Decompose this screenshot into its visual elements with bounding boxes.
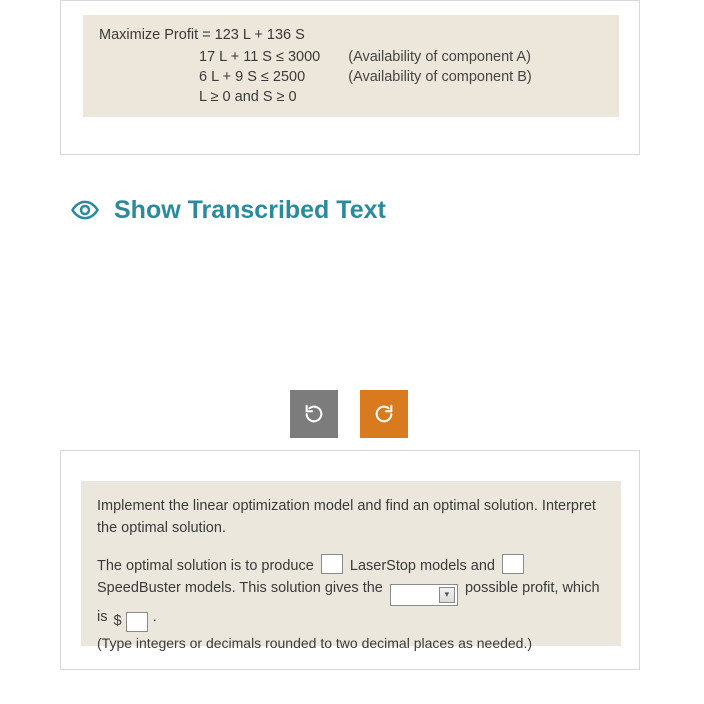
profit-input[interactable] <box>126 612 148 632</box>
currency-symbol: $ <box>114 610 122 632</box>
text-fragment: LaserStop models and <box>350 558 495 574</box>
availability-a: (Availability of component A) <box>348 47 532 67</box>
show-transcribed-label: Show Transcribed Text <box>114 196 386 225</box>
text-fragment: SpeedBuster models. This solution gives … <box>97 580 383 596</box>
constraints-block: 17 L + 11 S ≤ 3000 6 L + 9 S ≤ 2500 L ≥ … <box>199 47 603 107</box>
speedbuster-input[interactable] <box>502 554 524 574</box>
rounding-hint: (Type integers or decimals rounded to tw… <box>97 635 532 651</box>
question-panel: Implement the linear optimization model … <box>81 481 621 646</box>
constraint-2: 6 L + 9 S ≤ 2500 <box>199 67 320 87</box>
refresh-left-button[interactable] <box>290 390 338 438</box>
objective-function: Maximize Profit = 123 L + 136 S <box>99 25 603 45</box>
text-fragment: . <box>153 609 157 625</box>
laserstop-input[interactable] <box>321 554 343 574</box>
profit-value-group: $ <box>114 610 151 632</box>
constraint-1: 17 L + 11 S ≤ 3000 <box>199 47 320 67</box>
formulation-panel: Maximize Profit = 123 L + 136 S 17 L + 1… <box>83 15 619 117</box>
question-card: Implement the linear optimization model … <box>60 450 640 670</box>
question-intro: Implement the linear optimization model … <box>97 495 605 540</box>
formulation-card: Maximize Profit = 123 L + 136 S 17 L + 1… <box>60 0 640 155</box>
availability-b: (Availability of component B) <box>348 67 532 87</box>
show-transcribed-button[interactable]: Show Transcribed Text <box>70 195 386 225</box>
profit-type-select[interactable]: ▾ <box>390 584 458 606</box>
chevron-down-icon: ▾ <box>439 587 455 603</box>
refresh-right-button[interactable] <box>360 390 408 438</box>
constraint-3: L ≥ 0 and S ≥ 0 <box>199 87 320 107</box>
text-fragment: The optimal solution is to produce <box>97 558 314 574</box>
eye-icon <box>70 195 100 225</box>
action-button-row <box>290 390 408 438</box>
answer-sentence: The optimal solution is to produce Laser… <box>97 554 605 655</box>
